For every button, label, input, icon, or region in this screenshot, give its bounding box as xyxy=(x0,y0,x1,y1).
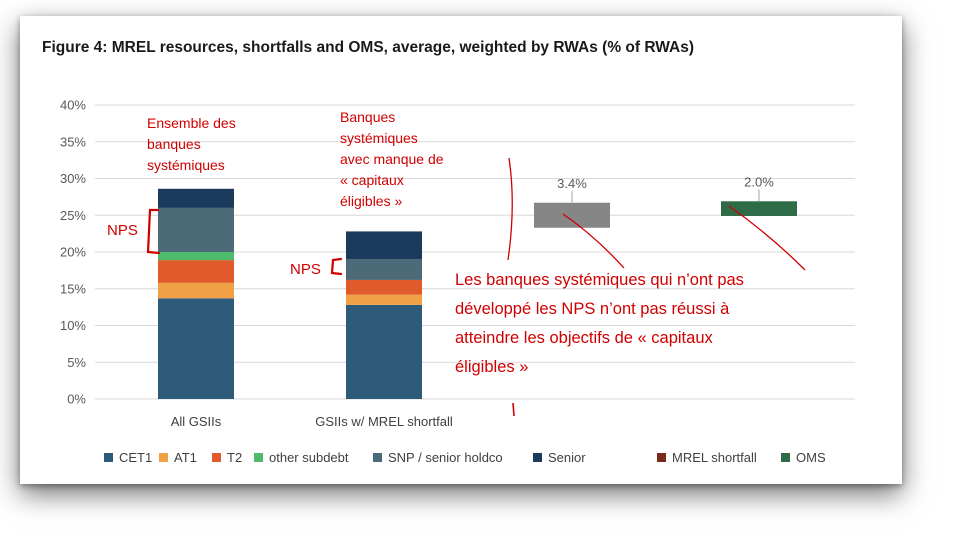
annotation-main: développé les NPS n’ont pas réussi à xyxy=(455,300,730,318)
legend-swatch xyxy=(104,453,113,462)
bar-segment-t2 xyxy=(346,279,422,295)
y-tick-label: 10% xyxy=(60,318,86,333)
x-category-label: GSIIs w/ MREL shortfall xyxy=(315,414,453,429)
legend-swatch xyxy=(212,453,221,462)
data-label: 2.0% xyxy=(744,174,774,189)
legend-label: CET1 xyxy=(119,450,152,465)
y-tick-label: 30% xyxy=(60,171,86,186)
legend-label: SNP / senior holdco xyxy=(388,450,503,465)
x-category-label: All GSIIs xyxy=(171,414,222,429)
nps-bracket-2 xyxy=(330,257,343,276)
legend-swatch xyxy=(373,453,382,462)
floating-bar-oms xyxy=(721,201,797,216)
bar-segment-t2 xyxy=(158,260,234,283)
bar-segment-other-subdebt xyxy=(158,252,234,261)
annotation-main: Les banques systémiques qui n’ont pas xyxy=(455,271,744,289)
y-tick-label: 0% xyxy=(67,392,86,407)
bar-segment-senior xyxy=(346,231,422,260)
legend-swatch xyxy=(781,453,790,462)
annotation-all-gsiis: systémiques xyxy=(147,157,225,173)
nps-label-1: NPS xyxy=(107,222,138,239)
y-axis-ticks: 0% 5% 10% 15% 20% 25% 30% 35% 40% xyxy=(60,98,86,407)
bar-segment-cet1 xyxy=(346,304,422,399)
legend-label: OMS xyxy=(796,450,826,465)
bar-segment-at1 xyxy=(158,282,234,299)
legend-label: AT1 xyxy=(174,450,197,465)
annotation-mrel-shortfall: éligibles » xyxy=(340,193,402,209)
annotation-main: éligibles » xyxy=(455,358,528,376)
annotation-all-gsiis: Ensemble des xyxy=(147,115,236,131)
annotation-all-gsiis: banques xyxy=(147,136,201,152)
pointer-line-1 xyxy=(562,213,625,269)
separator-stroke xyxy=(507,157,513,261)
bar-segment-senior xyxy=(158,188,234,208)
annotation-mrel-shortfall: avec manque de xyxy=(340,151,444,167)
bar-segment-snp-senior-holdco xyxy=(158,207,234,252)
x-axis-categories: All GSIIs GSIIs w/ MREL shortfall xyxy=(171,414,453,429)
legend-swatch xyxy=(159,453,168,462)
bar-segment-at1 xyxy=(346,294,422,305)
annotation-mrel-shortfall: « capitaux xyxy=(340,172,404,188)
bar-segment-snp-senior-holdco xyxy=(346,259,422,280)
legend: CET1 AT1 T2 other subdebt SNP / senior holdc… xyxy=(104,450,826,465)
y-tick-label: 20% xyxy=(60,245,86,260)
y-tick-label: 35% xyxy=(60,134,86,149)
legend-label: other subdebt xyxy=(269,450,349,465)
nps-label-2: NPS xyxy=(290,261,321,278)
y-tick-label: 15% xyxy=(60,281,86,296)
nps-bracket-1 xyxy=(146,208,161,255)
annotations: Ensemble des banques systémiques Banques sys… xyxy=(107,109,806,417)
legend-swatch xyxy=(254,453,263,462)
legend-label: T2 xyxy=(227,450,242,465)
data-label: 3.4% xyxy=(557,176,587,191)
legend-swatch xyxy=(533,453,542,462)
pointer-line-2 xyxy=(728,205,806,271)
separator-stroke-2 xyxy=(512,402,515,417)
y-tick-label: 5% xyxy=(67,355,86,370)
annotation-mrel-shortfall: systémiques xyxy=(340,130,418,146)
bars: 3.4% 2.0% xyxy=(158,174,797,399)
annotation-main: atteindre les objectifs de « capitaux xyxy=(455,329,713,347)
annotation-mrel-shortfall: Banques xyxy=(340,109,395,125)
bar-segment-cet1 xyxy=(158,298,234,399)
y-tick-label: 40% xyxy=(60,98,86,113)
y-tick-label: 25% xyxy=(60,208,86,223)
chart-title: Figure 4: MREL resources, shortfalls and… xyxy=(42,39,694,56)
legend-swatch xyxy=(657,453,666,462)
floating-bar-mrel-shortfall xyxy=(534,202,610,228)
legend-label: MREL shortfall xyxy=(672,450,757,465)
legend-label: Senior xyxy=(548,450,586,465)
